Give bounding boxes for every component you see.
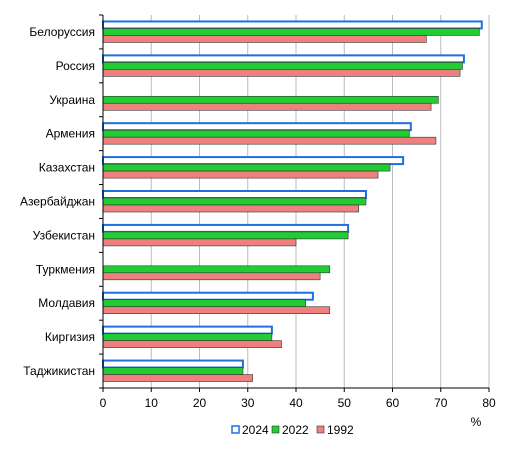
category-label: Туркмения [36, 262, 95, 276]
bar-2024-4 [102, 156, 405, 166]
bar-1992-9 [102, 340, 282, 348]
legend-swatch-2024 [231, 425, 240, 434]
legend-label: 2022 [282, 423, 309, 437]
category-label: Азербайджан [20, 195, 95, 209]
category-label: Россия [56, 59, 95, 73]
category-label: Молдавия [38, 296, 95, 310]
bar-1992-8 [102, 306, 331, 315]
category-labels: Белоруссия Россия Украина Армения Казахстан А… [20, 25, 95, 378]
bar-1992-6 [102, 238, 297, 247]
bar-1992-10 [102, 374, 253, 382]
category-label: Таджикистан [23, 364, 95, 378]
legend-swatch-1992 [316, 425, 325, 434]
x-tick-label: 40 [289, 396, 303, 410]
bar-2022-1 [102, 62, 463, 70]
category-label: Армения [46, 127, 95, 141]
bar-2024-1 [102, 54, 465, 64]
bar-2024-6 [102, 223, 350, 233]
bar-2022-9 [102, 333, 273, 341]
bar-2022-2 [102, 95, 439, 104]
category-label: Казахстан [39, 161, 95, 175]
x-tick-label: 50 [338, 396, 352, 410]
bar-1992-1 [102, 69, 461, 77]
bar-2024-3 [102, 122, 412, 132]
x-tick-label: 20 [193, 396, 207, 410]
x-tick-label: 10 [145, 396, 159, 410]
bar-2024-9 [102, 325, 273, 335]
x-tick-label: 0 [100, 396, 107, 410]
bar-1992-4 [102, 170, 379, 179]
x-tick-label: 70 [434, 396, 448, 410]
bar-1992-0 [102, 35, 427, 43]
bar-2024-5 [102, 190, 367, 199]
legend-swatch-2022 [271, 425, 280, 434]
bar-2022-0 [102, 28, 480, 36]
bar-1992-7 [102, 272, 321, 281]
legend: 2024 2022 1992 [231, 423, 354, 437]
bar-2024-8 [102, 291, 314, 301]
category-label: Узбекистан [33, 228, 95, 242]
x-tick-label: 30 [241, 396, 255, 410]
bar-2022-10 [102, 367, 244, 375]
bar-1992-3 [102, 136, 437, 145]
category-label: Белоруссия [29, 25, 95, 39]
bar-1992-2 [102, 102, 432, 111]
bar-1992-5 [102, 204, 360, 213]
legend-label: 2024 [242, 423, 269, 437]
x-unit-label: % [471, 415, 482, 429]
bar-2024-10 [102, 359, 244, 369]
category-label: Украина [49, 93, 95, 107]
x-tick-label: 80 [482, 396, 496, 410]
bar-2022-4 [102, 163, 391, 172]
bars [102, 20, 483, 382]
axes [99, 14, 490, 392]
bar-2024-0 [102, 20, 483, 30]
x-tick-label: 60 [386, 396, 400, 410]
bar-2022-5 [102, 197, 367, 206]
bar-2022-8 [102, 299, 306, 308]
bar-2022-3 [102, 129, 410, 138]
bar-2022-7 [102, 265, 331, 274]
category-label: Киргизия [45, 330, 95, 344]
x-tick-labels: 0 10 20 30 40 50 60 70 80 [100, 396, 496, 410]
bar-2022-6 [102, 231, 349, 240]
legend-label: 1992 [327, 423, 354, 437]
